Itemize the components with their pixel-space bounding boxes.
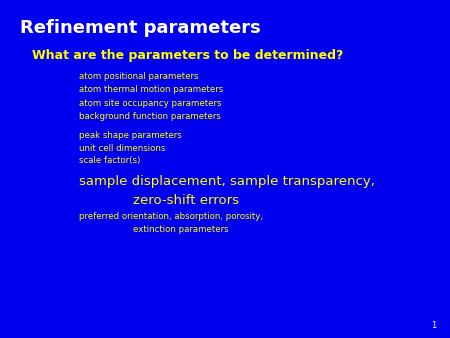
Text: sample displacement, sample transparency,: sample displacement, sample transparency… [79, 175, 374, 188]
Text: scale factor(s): scale factor(s) [79, 156, 140, 165]
Text: background function parameters: background function parameters [79, 112, 220, 121]
Text: preferred orientation, absorption, porosity,: preferred orientation, absorption, poros… [79, 213, 263, 221]
Text: What are the parameters to be determined?: What are the parameters to be determined… [32, 49, 343, 62]
Text: peak shape parameters: peak shape parameters [79, 131, 181, 140]
Text: atom site occupancy parameters: atom site occupancy parameters [79, 99, 221, 107]
Text: atom positional parameters: atom positional parameters [79, 72, 198, 80]
Text: Refinement parameters: Refinement parameters [20, 19, 261, 37]
Text: zero-shift errors: zero-shift errors [133, 194, 239, 207]
Text: 1: 1 [431, 320, 436, 330]
Text: atom thermal motion parameters: atom thermal motion parameters [79, 85, 223, 94]
Text: unit cell dimensions: unit cell dimensions [79, 144, 165, 152]
Text: extinction parameters: extinction parameters [133, 225, 228, 234]
